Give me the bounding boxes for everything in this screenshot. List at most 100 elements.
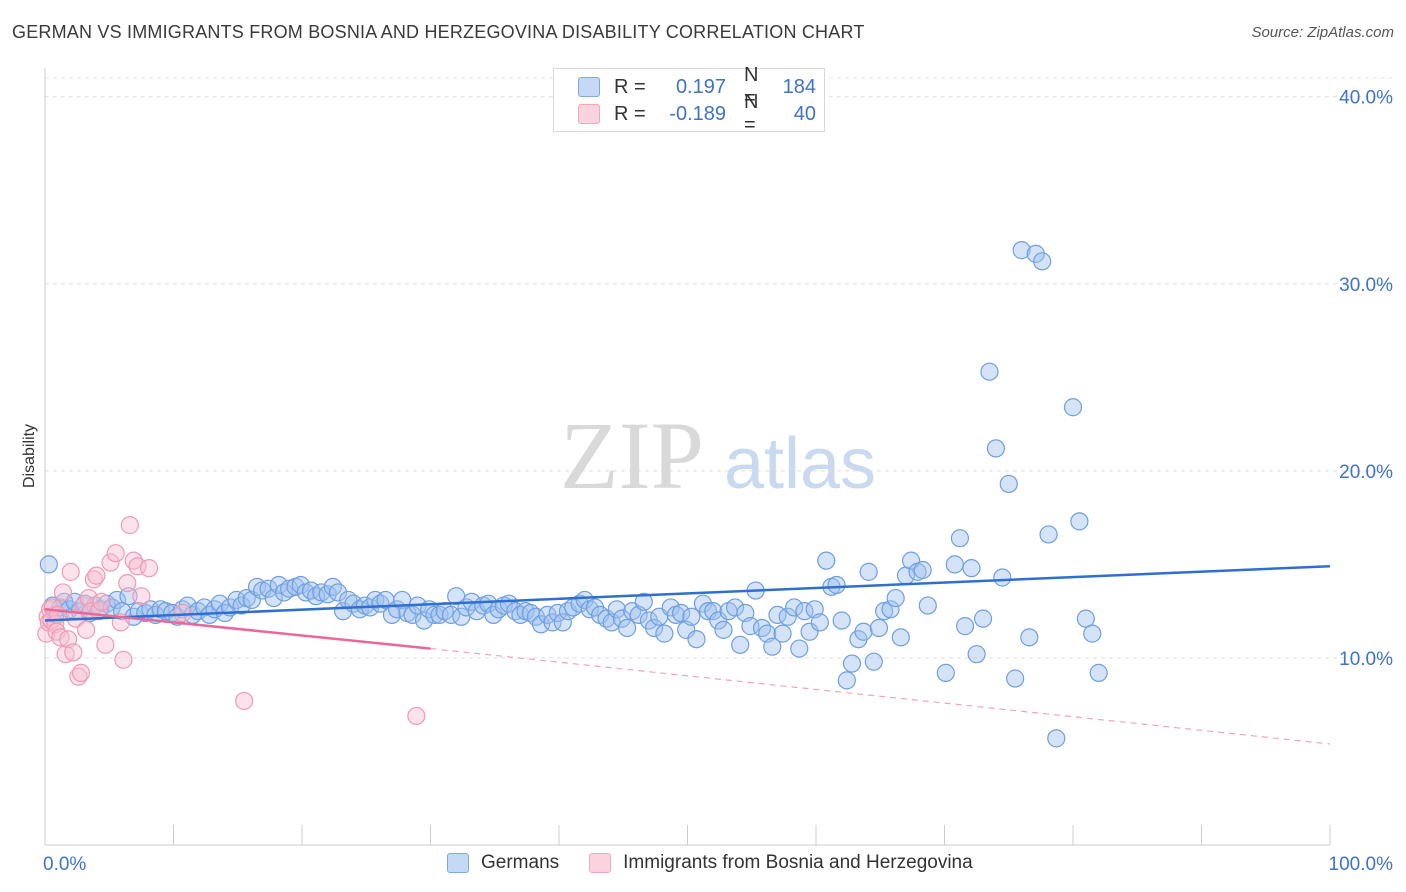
legend-item-germans[interactable]: Germans [447, 852, 559, 874]
point-germans [543, 613, 562, 632]
legend-label-bosnia: Immigrants from Bosnia and Herzegovina [623, 852, 973, 873]
point-germans [986, 439, 1006, 458]
tick-labels: 10.0% 20.0% 30.0% 40.0% 0.0% 100.0% [43, 88, 1393, 875]
germans-swatch [447, 853, 469, 873]
point-bosnia [139, 559, 159, 578]
y-axis-label: Disability [21, 424, 38, 488]
point-bosnia [64, 643, 83, 662]
germans-swatch [578, 77, 600, 97]
point-germans [773, 624, 792, 643]
point-germans [107, 590, 127, 610]
point-germans [141, 600, 160, 619]
r-value: 0.197 [675, 75, 726, 98]
point-germans [763, 637, 782, 656]
point-germans [785, 598, 804, 617]
point-germans [119, 587, 138, 606]
point-germans [832, 611, 851, 630]
point-bosnia [173, 603, 192, 623]
point-germans [973, 609, 993, 628]
point-germans [1026, 244, 1045, 263]
point-germans [999, 474, 1018, 494]
point-germans [1012, 241, 1031, 260]
y-tick-label: 40.0% [1339, 88, 1393, 109]
point-bosnia [53, 583, 73, 602]
point-bosnia [106, 544, 125, 563]
trend-lines [44, 565, 1331, 745]
point-germans [1020, 628, 1039, 647]
legend-item-bosnia[interactable]: Immigrants from Bosnia and Herzegovina [589, 852, 973, 874]
point-germans [854, 622, 873, 641]
point-germans [955, 617, 975, 636]
point-germans [837, 671, 856, 690]
point-germans [967, 645, 986, 664]
point-bosnia [235, 691, 254, 711]
bosnia-swatch [589, 853, 612, 873]
point-germans [714, 620, 733, 639]
x-tick-label-min: 0.0% [43, 854, 86, 875]
point-germans [1039, 525, 1058, 544]
n-label: N = [744, 91, 759, 136]
point-bosnia [61, 562, 80, 581]
legend-label-germans: Germans [481, 852, 560, 873]
point-germans [945, 555, 964, 574]
point-bosnia [101, 553, 120, 572]
point-germans [531, 615, 551, 634]
point-germans [842, 654, 862, 673]
point-germans [859, 562, 878, 581]
trend-bosnia [44, 608, 431, 650]
point-germans [1083, 624, 1102, 643]
point-germans [709, 611, 728, 630]
point-germans [886, 588, 905, 608]
point-germans [731, 635, 750, 654]
point-germans [936, 663, 955, 682]
point-germans [499, 594, 518, 613]
correlation-legend: R = 0.197 N = 184 R = -0.189 N = 40 [553, 64, 825, 136]
point-germans [881, 600, 900, 619]
axes [44, 68, 1331, 846]
legend-row-germans: R = 0.197 N = 184 [578, 64, 816, 109]
point-germans [800, 622, 819, 641]
trend-germans [44, 565, 1331, 622]
point-germans [259, 579, 278, 598]
r-label: R = [614, 102, 646, 125]
point-germans [704, 602, 723, 621]
point-germans [687, 630, 706, 649]
point-germans [869, 618, 889, 638]
chart-title: GERMAN VS IMMIGRANTS FROM BOSNIA AND HER… [12, 22, 865, 42]
y-tick-label: 10.0% [1339, 649, 1393, 670]
watermark-atlas: atlas [724, 424, 876, 504]
point-bosnia [132, 587, 151, 606]
point-germans [1033, 252, 1052, 271]
point-germans [891, 628, 910, 647]
source-label: Source: ZipAtlas.com [1251, 24, 1394, 41]
point-germans [950, 529, 970, 548]
point-germans [741, 617, 760, 636]
series-legend: Germans Immigrants from Bosnia and Herze… [447, 852, 1003, 874]
point-bosnia [120, 516, 139, 535]
point-germans [618, 618, 637, 638]
point-germans [634, 592, 653, 611]
point-germans [682, 607, 701, 626]
point-germans [1076, 609, 1095, 628]
point-germans [328, 583, 348, 602]
point-germans [1089, 663, 1108, 682]
point-bosnia [71, 663, 91, 682]
trend-bosnia-extension [430, 647, 1331, 745]
point-germans [725, 598, 745, 617]
legend-row-bosnia: R = -0.189 N = 40 [578, 91, 816, 136]
point-bosnia [128, 557, 147, 576]
point-germans [752, 618, 772, 638]
point-bosnia [114, 650, 133, 669]
point-germans [875, 602, 894, 621]
n-value: 184 [782, 75, 816, 98]
point-bosnia [87, 566, 106, 585]
r-value: -0.189 [669, 102, 726, 125]
point-germans [323, 577, 342, 596]
point-germans [1006, 669, 1025, 688]
point-germans [644, 618, 664, 638]
point-germans [403, 605, 422, 625]
point-germans [607, 600, 626, 619]
point-germans [962, 559, 981, 578]
point-germans [993, 568, 1012, 587]
